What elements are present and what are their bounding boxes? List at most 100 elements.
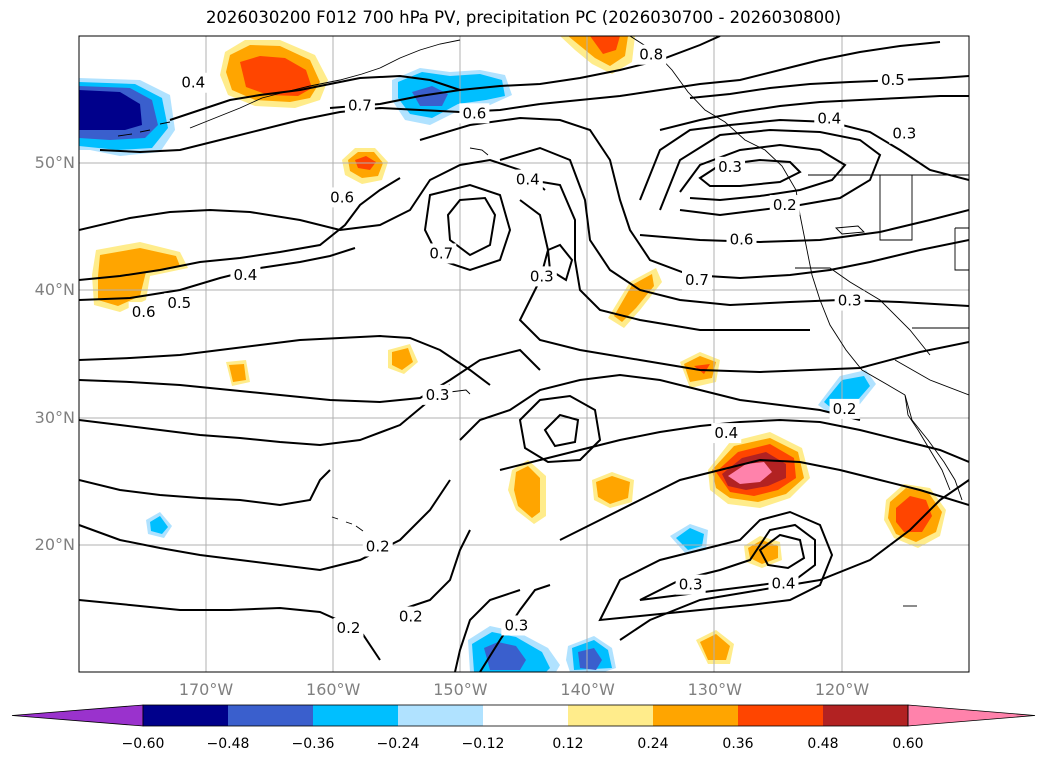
precip-shading <box>79 36 946 672</box>
contour-label-bg <box>711 423 742 444</box>
precip-neg-blob <box>150 516 168 534</box>
contour-label: 0.6 <box>132 303 156 321</box>
precip-pos-blob <box>229 364 246 382</box>
contour-label: 0.3 <box>718 158 742 176</box>
colorbar-extend-max <box>907 704 1036 727</box>
contour-label-bg <box>327 187 358 208</box>
contour-label-bg <box>164 293 195 314</box>
colorbar-tick-label: −0.12 <box>461 736 505 752</box>
contour-label-bg <box>178 72 209 93</box>
precip-neg-blob <box>412 86 448 106</box>
contour-label-bg <box>834 290 865 311</box>
contour-label-bg <box>726 229 757 250</box>
contour-label: 0.5 <box>881 71 905 89</box>
longitude-label: 130°W <box>687 680 742 699</box>
contour-label-bg <box>814 108 845 129</box>
contour-label: 0.4 <box>714 424 738 442</box>
colorbar-segment <box>313 705 398 726</box>
gridlines <box>79 36 969 672</box>
contour-label-bg <box>344 95 375 116</box>
colorbar-segment <box>143 705 228 726</box>
longitude-label: 150°W <box>433 680 488 699</box>
precip-pos-blob <box>748 540 778 564</box>
colorbar-frame <box>142 704 909 727</box>
contour-label-bg <box>526 266 557 287</box>
colorbar-tick-label: −0.24 <box>376 736 420 752</box>
longitude-label: 140°W <box>560 680 615 699</box>
precip-pos-blob <box>700 634 730 660</box>
contour-label: 0.4 <box>817 109 841 127</box>
contour-label: 0.2 <box>773 196 797 214</box>
precip-pos-blob <box>896 496 932 532</box>
colorbar-segment <box>653 705 738 726</box>
contour-label: 0.4 <box>516 171 540 189</box>
contour-label: 0.8 <box>639 46 663 64</box>
longitude-label: 120°W <box>814 680 870 699</box>
precip-pos-blob <box>392 348 413 370</box>
contour-label-bg <box>501 615 532 636</box>
contour-label-bg <box>675 574 706 595</box>
contour-label: 0.4 <box>772 574 796 592</box>
contour-label-bg <box>422 384 453 405</box>
contour-label-bg <box>426 243 457 264</box>
contour-label: 0.2 <box>366 537 390 555</box>
contour-label-bg <box>769 195 800 216</box>
colorbar-tick-label: 0.24 <box>637 736 669 752</box>
contour-label: 0.6 <box>730 230 754 248</box>
contour-label: 0.5 <box>167 294 191 312</box>
colorbar-tick-label: −0.60 <box>121 736 165 752</box>
contour-label-bg <box>512 169 543 190</box>
contour-label-bg <box>362 536 393 557</box>
islands <box>117 121 917 607</box>
contour-label: 0.3 <box>530 267 554 285</box>
precip-pos-blob <box>596 476 630 504</box>
contour-label: 0.7 <box>685 271 709 289</box>
colorbar-segment <box>568 705 653 726</box>
precip-pos-blob <box>728 462 772 484</box>
precip-neg-blob <box>79 90 142 130</box>
colorbar-segment <box>483 705 568 726</box>
contour-label: 0.3 <box>426 386 450 404</box>
contour-label: 0.3 <box>892 125 916 143</box>
contour-label-bg <box>889 123 920 144</box>
contour-label-bg <box>459 103 490 124</box>
contour-label-bg <box>768 573 799 594</box>
colorbar-tick-label: 0.36 <box>722 736 754 752</box>
contour-label-bg <box>395 606 426 627</box>
precip-pos-blob <box>98 248 180 306</box>
colorbar-segment <box>228 705 313 726</box>
contour-label-bg <box>636 44 667 65</box>
colorbar-segment <box>398 705 483 726</box>
contour-label-bg <box>128 302 159 323</box>
contour-label: 0.7 <box>429 244 453 262</box>
contour-label: 0.4 <box>234 266 258 284</box>
contour-label: 0.4 <box>181 74 205 92</box>
latitude-label: 50°N <box>34 153 75 172</box>
colorbar-tick-label: −0.36 <box>291 736 335 752</box>
colorbar-tick-label: 0.12 <box>552 736 584 752</box>
precip-pos-blob <box>590 36 620 54</box>
contour-label: 0.6 <box>462 104 486 122</box>
colorbar-tick-label: 0.60 <box>892 736 924 752</box>
latitude-label: 30°N <box>34 407 75 427</box>
colorbar-tick-label: −0.48 <box>206 736 250 752</box>
precip-neg-blob <box>398 72 505 118</box>
precip-neg-blob <box>578 648 602 670</box>
contour-label-bg <box>877 70 908 91</box>
latitude-label: 40°N <box>34 280 75 300</box>
contour-label: 0.3 <box>838 292 862 310</box>
contour-label: 0.2 <box>337 619 361 637</box>
contour-label: 0.7 <box>348 97 372 115</box>
contour-labels: 0.4 0.7 0.6 0.8 0.5 0.4 0.3 0.3 0.2 0.6 0.4 0.6 0.7 0… <box>128 44 920 639</box>
map-title: 2026030200 F012 700 hPa PV, precipitatio… <box>205 8 842 27</box>
contour-label-bg <box>230 265 261 286</box>
colorbar-segment <box>823 705 908 726</box>
latitude-label: 20°N <box>34 535 75 555</box>
colorbar-extend-min <box>11 704 144 727</box>
longitude-label: 160°W <box>306 680 361 699</box>
contour-label: 0.3 <box>504 616 528 634</box>
contour-label: 0.3 <box>679 576 703 594</box>
contour-label: 0.2 <box>399 608 423 626</box>
colorbar <box>11 704 1036 727</box>
